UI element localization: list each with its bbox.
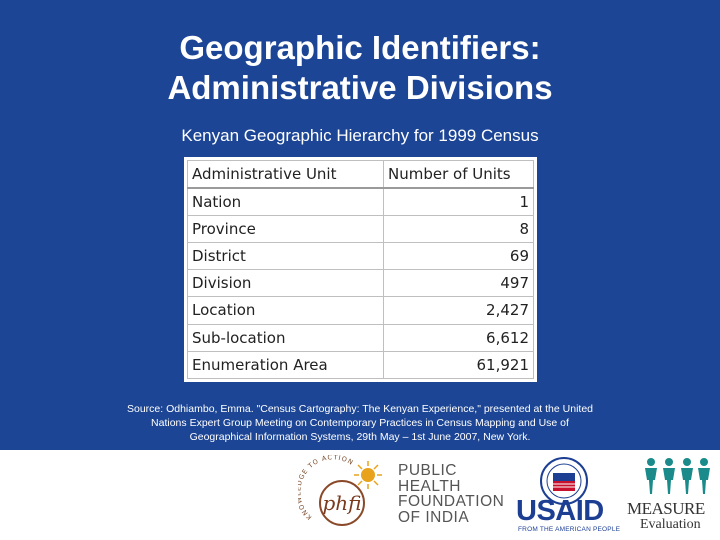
- source-citation: Source: Odhiambo, Emma. "Census Cartogra…: [60, 402, 660, 444]
- unit-cell: District: [187, 241, 384, 271]
- usaid-seal-icon: [540, 457, 588, 505]
- usaid-wordmark: USAID: [516, 495, 604, 527]
- usaid-tagline: FROM THE AMERICAN PEOPLE: [518, 526, 621, 533]
- phfi-name-line-4: OF INDIA: [398, 508, 470, 526]
- unit-cell: Province: [187, 214, 384, 243]
- units-table-container: Administrative Unit Number of Units Nati…: [184, 157, 537, 382]
- measure-people-icon: [645, 458, 710, 494]
- count-cell: 497: [383, 268, 534, 298]
- measure-subtitle: Evaluation: [640, 517, 701, 532]
- header-number-of-units: Number of Units: [383, 159, 534, 189]
- table-row: Sub-location 6,612: [187, 323, 534, 352]
- count-cell: 6,612: [383, 323, 534, 352]
- measure-wordmark: MEASURE: [627, 499, 705, 518]
- count-cell: 61,921: [383, 350, 534, 380]
- count-cell: 69: [383, 241, 534, 271]
- count-cell: 8: [383, 214, 534, 243]
- phfi-name-line-1: PUBLIC: [398, 462, 457, 479]
- phfi-logo-icon: KNOWLEDGE TO ACTION phfi: [298, 455, 382, 526]
- table-row: Enumeration Area 61,921: [187, 350, 534, 380]
- table-row: Nation 1: [187, 187, 534, 216]
- source-line-3: Geographical Information Systems, 29th M…: [189, 431, 531, 443]
- source-line-2: Nations Expert Group Meeting on Contempo…: [151, 417, 569, 429]
- units-table: Administrative Unit Number of Units Nati…: [187, 159, 534, 380]
- unit-cell: Nation: [187, 187, 384, 216]
- phfi-name-line-2: HEALTH: [398, 477, 462, 495]
- unit-cell: Sub-location: [187, 323, 384, 352]
- table-row: Location 2,427: [187, 296, 534, 325]
- count-cell: 2,427: [383, 296, 534, 325]
- unit-cell: Location: [187, 296, 384, 325]
- unit-cell: Division: [187, 268, 384, 298]
- sunburst-icon: [354, 461, 382, 489]
- unit-cell: Enumeration Area: [187, 350, 384, 380]
- slide-subtitle: Kenyan Geographic Hierarchy for 1999 Cen…: [181, 126, 539, 145]
- count-cell: 1: [383, 187, 534, 216]
- slide-title: Geographic Identifiers: Administrative D…: [0, 28, 720, 108]
- title-line-2: Administrative Divisions: [167, 69, 553, 106]
- source-line-1: Source: Odhiambo, Emma. "Census Cartogra…: [126, 403, 593, 415]
- phfi-logo-text: phfi: [322, 491, 361, 515]
- footer-logo-bar: [0, 450, 720, 540]
- table-header-row: Administrative Unit Number of Units: [187, 159, 534, 189]
- phfi-name-line-3: FOUNDATION: [398, 493, 505, 510]
- table-row: Division 497: [187, 268, 534, 298]
- table-row: Province 8: [187, 214, 534, 243]
- header-administrative-unit: Administrative Unit: [187, 159, 384, 189]
- table-row: District 69: [187, 241, 534, 271]
- phfi-name: PUBLIC HEALTH FOUNDATION OF INDIA: [398, 463, 504, 525]
- title-line-1: Geographic Identifiers:: [179, 29, 541, 66]
